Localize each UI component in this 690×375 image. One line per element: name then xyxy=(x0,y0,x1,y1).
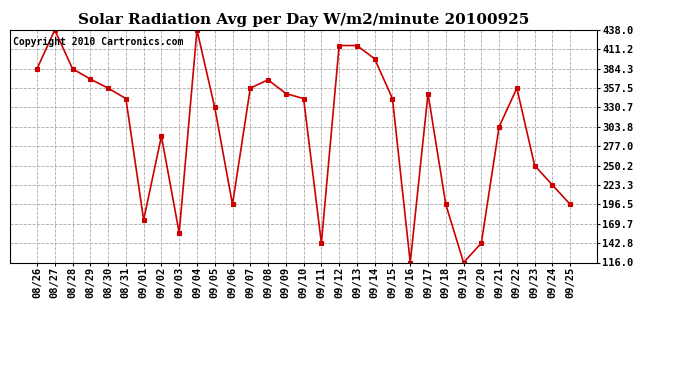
Title: Solar Radiation Avg per Day W/m2/minute 20100925: Solar Radiation Avg per Day W/m2/minute … xyxy=(78,13,529,27)
Text: Copyright 2010 Cartronics.com: Copyright 2010 Cartronics.com xyxy=(13,37,184,47)
